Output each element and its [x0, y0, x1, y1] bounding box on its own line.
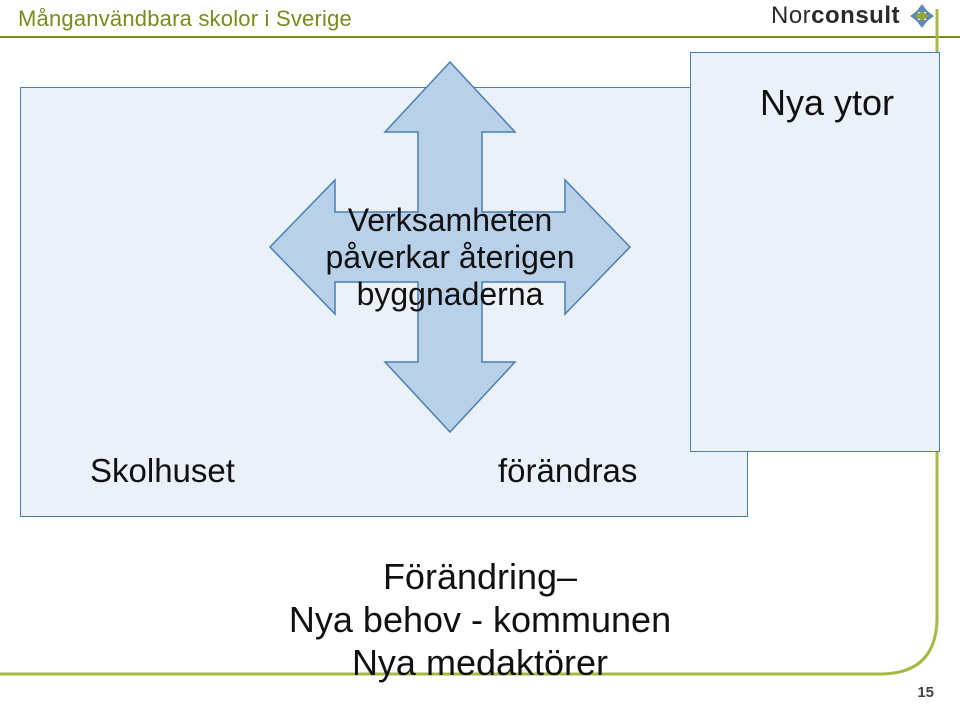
slide-caption: Förändring– Nya behov - kommunen Nya med… — [0, 555, 960, 685]
diagram-stage: Nya ytor Verksamheten påverkar återigen … — [20, 52, 940, 612]
bottom-left-label: Skolhuset — [90, 452, 235, 490]
center-line-3: byggnaderna — [357, 276, 544, 312]
brand-logo: Norconsult — [771, 2, 938, 30]
brand-name: Norconsult — [771, 2, 900, 30]
caption-line-3: Nya medaktörer — [0, 641, 960, 684]
center-line-1: Verksamheten — [348, 202, 553, 238]
header-rule — [0, 36, 960, 38]
brand-name-bold: consult — [811, 2, 900, 29]
center-arrow-caption: Verksamheten påverkar återigen byggnader… — [290, 202, 610, 312]
caption-line-2: Nya behov - kommunen — [0, 598, 960, 641]
brand-mark-icon — [906, 2, 938, 30]
page-number: 15 — [917, 684, 934, 701]
small-box-label: Nya ytor — [760, 82, 930, 124]
header-title: Månganvändbara skolor i Sverige — [18, 6, 352, 32]
bottom-right-label: förändras — [498, 452, 637, 490]
center-line-2: påverkar återigen — [325, 239, 574, 275]
caption-line-1: Förändring– — [383, 556, 577, 597]
brand-name-thin: Nor — [771, 2, 811, 29]
